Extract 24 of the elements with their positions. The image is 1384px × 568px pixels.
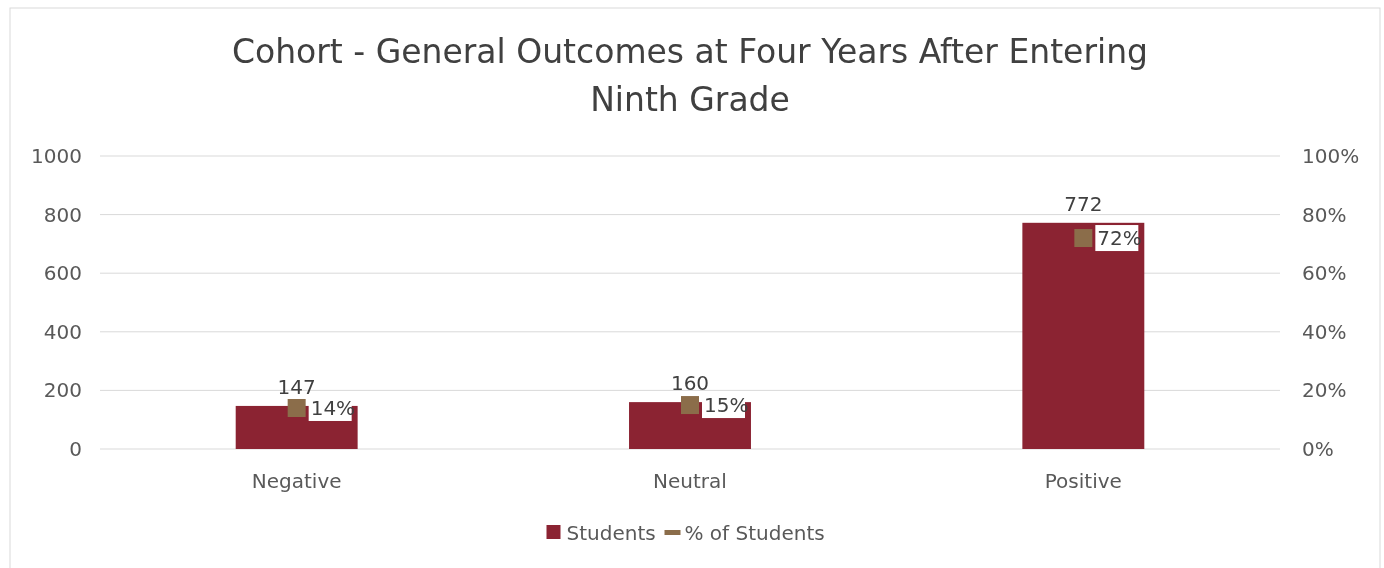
y-tick-label: 800: [43, 202, 82, 227]
y2-tick-label: 0%: [1302, 437, 1334, 461]
y2-tick-label: 40%: [1302, 319, 1347, 344]
legend-label: % of Students: [684, 521, 825, 545]
point: [287, 398, 306, 417]
y2-tick-label: 60%: [1302, 261, 1347, 286]
x-tick-label: Neutral: [653, 469, 727, 493]
chart-title: Cohort - General Outcomes at Four Years After Entering Ninth Grade: [231, 32, 1149, 119]
y2-tick-label: 80%: [1302, 202, 1347, 227]
x-tick-label: Positive: [1044, 469, 1122, 493]
bar: [1022, 222, 1145, 449]
y-tick-label: 600: [43, 261, 82, 286]
y-tick-label: 1000: [31, 144, 82, 168]
data-label: 160: [670, 371, 710, 396]
x-tick-label: Negative: [251, 469, 342, 493]
point: [681, 396, 699, 415]
y-tick-label: 200: [43, 378, 82, 403]
y2-tick-label: 20%: [1302, 378, 1347, 403]
legend-label: Students: [566, 521, 656, 545]
point: [1074, 229, 1093, 248]
y-tick-label: 400: [43, 319, 82, 344]
y2-tick-label: 100%: [1302, 144, 1360, 168]
data-label: 772: [1064, 191, 1103, 216]
y-tick-label: 0: [69, 437, 82, 461]
